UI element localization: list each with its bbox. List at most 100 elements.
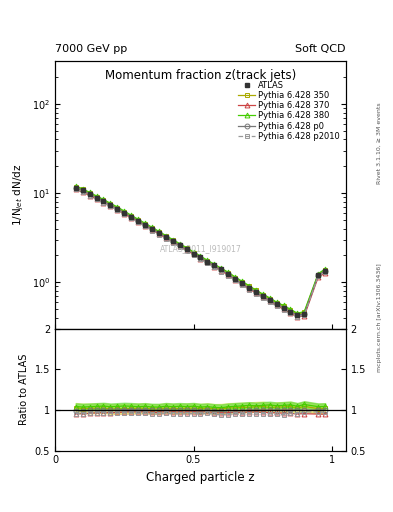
Pythia 6.428 p2010 [136,219,140,225]
Pythia 6.428 p0 [281,305,286,311]
Pythia 6.428 p0 [122,210,127,216]
Pythia 6.428 380 [108,200,113,206]
Pythia 6.428 p2010 [226,273,230,279]
Pythia 6.428 350 [94,194,99,200]
Pythia 6.428 380 [274,299,279,305]
Pythia 6.428 350 [80,186,85,193]
Pythia 6.428 p0 [246,285,251,291]
Pythia 6.428 350 [226,270,230,276]
Pythia 6.428 p2010 [94,196,99,202]
Pythia 6.428 p2010 [156,231,161,238]
Pythia 6.428 p2010 [191,252,196,259]
Pythia 6.428 380 [302,309,307,315]
Pythia 6.428 p0 [163,234,168,240]
Pythia 6.428 380 [323,266,327,272]
Pythia 6.428 350 [316,271,321,278]
Pythia 6.428 p0 [177,242,182,248]
Pythia 6.428 350 [143,221,147,227]
Pythia 6.428 p2010 [108,203,113,209]
Pythia 6.428 380 [171,237,175,243]
Pythia 6.428 p2010 [246,287,251,293]
Pythia 6.428 350 [163,233,168,240]
Pythia 6.428 350 [253,287,258,293]
Pythia 6.428 p2010 [316,273,321,280]
Pythia 6.428 380 [253,287,258,293]
Pythia 6.428 370 [94,196,99,202]
Pythia 6.428 380 [191,249,196,255]
Pythia 6.428 370 [226,272,230,278]
Pythia 6.428 370 [156,231,161,237]
Pythia 6.428 p0 [156,230,161,236]
Line: Pythia 6.428 370: Pythia 6.428 370 [73,187,327,319]
Pythia 6.428 p0 [73,185,78,191]
Pythia 6.428 p2010 [302,312,307,318]
Pythia 6.428 350 [233,274,237,281]
Pythia 6.428 350 [212,262,217,268]
Pythia 6.428 380 [143,220,147,226]
Line: Pythia 6.428 350: Pythia 6.428 350 [73,184,327,316]
Pythia 6.428 p2010 [253,291,258,297]
Pythia 6.428 350 [101,197,106,203]
Text: 7000 GeV pp: 7000 GeV pp [55,44,127,54]
Pythia 6.428 350 [302,309,307,315]
Text: mcplots.cern.ch [arXiv:1306.3436]: mcplots.cern.ch [arXiv:1306.3436] [377,263,382,372]
Pythia 6.428 380 [261,291,265,297]
X-axis label: Charged particle z: Charged particle z [146,471,255,484]
Pythia 6.428 380 [316,271,321,277]
Pythia 6.428 350 [274,300,279,306]
Pythia 6.428 370 [219,268,224,274]
Pythia 6.428 p0 [323,268,327,274]
Pythia 6.428 p0 [219,267,224,273]
Pythia 6.428 p0 [233,276,237,282]
Line: Pythia 6.428 p0: Pythia 6.428 p0 [73,186,327,317]
Line: Pythia 6.428 p2010: Pythia 6.428 p2010 [73,187,327,319]
Pythia 6.428 p2010 [122,211,127,217]
Text: ATLAS_2011_I919017: ATLAS_2011_I919017 [160,244,241,253]
Pythia 6.428 370 [323,270,327,276]
Pythia 6.428 370 [143,223,147,229]
Pythia 6.428 p0 [108,202,113,208]
Pythia 6.428 370 [122,211,127,217]
Pythia 6.428 p2010 [163,236,168,242]
Pythia 6.428 p2010 [274,303,279,309]
Pythia 6.428 p2010 [184,248,189,254]
Pythia 6.428 p0 [94,195,99,201]
Pythia 6.428 350 [73,184,78,190]
Pythia 6.428 p0 [115,206,120,212]
Pythia 6.428 350 [240,279,244,285]
Pythia 6.428 p0 [302,311,307,317]
Pythia 6.428 370 [261,294,265,301]
Y-axis label: Ratio to ATLAS: Ratio to ATLAS [19,354,29,425]
Pythia 6.428 370 [191,251,196,258]
Pythia 6.428 350 [150,225,154,231]
Pythia 6.428 370 [87,193,92,199]
Pythia 6.428 p0 [150,226,154,232]
Pythia 6.428 p0 [274,301,279,307]
Pythia 6.428 350 [281,303,286,309]
Pythia 6.428 350 [87,190,92,196]
Pythia 6.428 p2010 [288,310,293,316]
Pythia 6.428 p2010 [323,269,327,275]
Pythia 6.428 p2010 [171,240,175,246]
Pythia 6.428 370 [295,314,300,320]
Pythia 6.428 350 [198,254,203,260]
Pythia 6.428 p2010 [101,200,106,206]
Pythia 6.428 380 [122,208,127,214]
Pythia 6.428 380 [295,310,300,316]
Pythia 6.428 p0 [253,289,258,295]
Pythia 6.428 380 [163,232,168,239]
Pythia 6.428 p2010 [240,282,244,288]
Pythia 6.428 350 [246,283,251,289]
Pythia 6.428 p0 [184,246,189,252]
Pythia 6.428 p0 [316,272,321,279]
Pythia 6.428 370 [281,306,286,312]
Pythia 6.428 350 [129,213,134,219]
Pythia 6.428 380 [233,274,237,280]
Pythia 6.428 370 [288,310,293,316]
Pythia 6.428 380 [87,189,92,196]
Pythia 6.428 p0 [191,250,196,257]
Pythia 6.428 p2010 [177,244,182,250]
Pythia 6.428 p2010 [205,260,210,266]
Pythia 6.428 380 [240,278,244,284]
Pythia 6.428 p0 [129,214,134,220]
